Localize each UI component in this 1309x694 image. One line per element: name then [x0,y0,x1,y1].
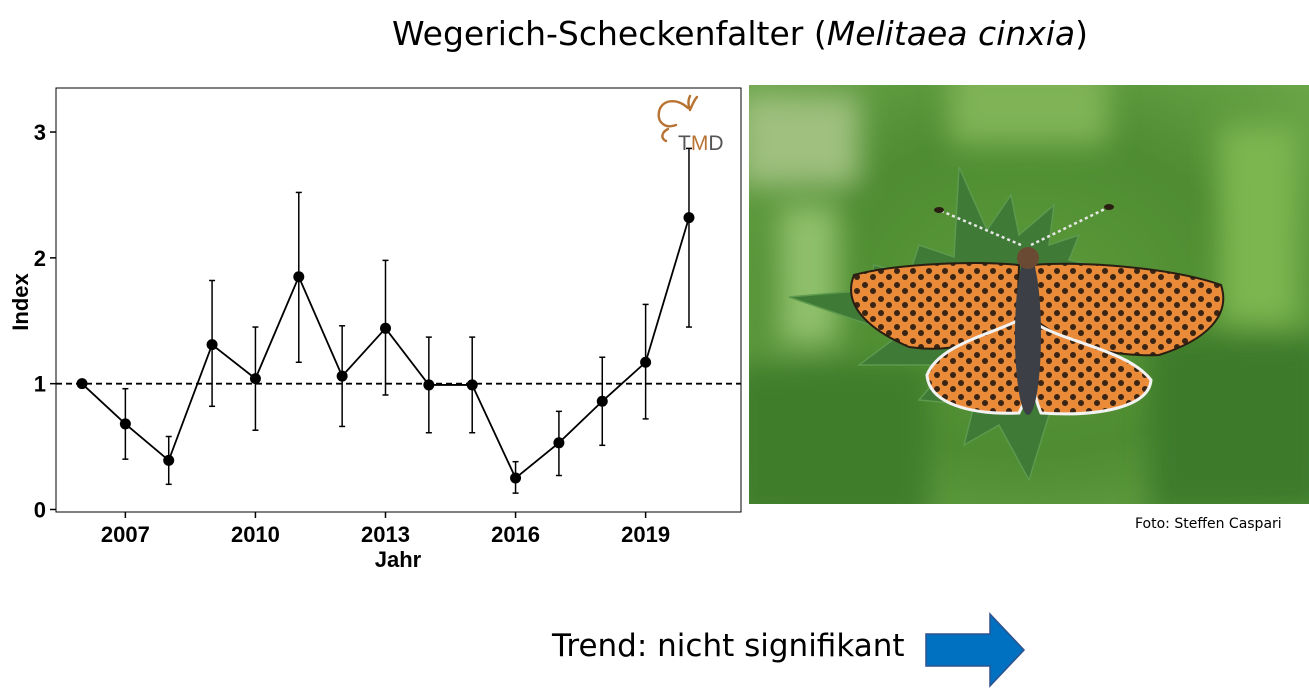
data-point [466,379,478,391]
data-point [293,271,305,283]
data-point [76,378,88,390]
data-point [553,437,565,449]
x-tick-label: 2007 [101,522,150,547]
butterfly-logo-icon [657,94,699,143]
logo-letter-t: T [678,132,691,155]
y-tick-label: 1 [34,372,46,397]
data-point [119,418,131,430]
arrow-right-icon [925,612,1026,688]
data-point [510,472,522,484]
data-point [206,339,218,351]
data-point [640,356,652,368]
index-chart: 0 1 2 3 2007 2010 2013 2016 2019 Index Jahr TMD [8,87,742,572]
data-point [249,373,261,385]
butterfly-photo [749,85,1309,504]
data-point [683,212,695,224]
y-tick-label: 0 [34,497,46,522]
logo-letter-m: M [691,132,709,155]
x-axis-label: Jahr [375,547,422,572]
y-axis-label: Index [8,273,33,331]
data-point [423,379,435,391]
data-point [163,454,175,466]
page-title: Wegerich-Scheckenfalter (Melitaea cinxia… [391,14,1089,53]
x-tick-label: 2010 [231,522,280,547]
photo-credit: Foto: Steffen Caspari [1135,516,1282,532]
y-tick-label: 2 [34,246,46,271]
trend-label: Trend: nicht signifikant [552,628,905,664]
x-tick-label: 2019 [621,522,670,547]
x-tick-label: 2016 [491,522,540,547]
data-point [336,370,348,382]
plot-frame [55,87,742,513]
data-point [596,395,608,407]
svg-text:TMD: TMD [678,132,724,155]
x-tick-label: 2013 [361,522,410,547]
species-name: Melitaea cinxia [826,14,1076,53]
data-point [379,322,391,334]
tmd-logo: TMD [657,94,724,155]
y-tick-label: 3 [34,120,46,145]
butterfly-body [1015,255,1041,415]
logo-letter-d: D [708,132,723,155]
